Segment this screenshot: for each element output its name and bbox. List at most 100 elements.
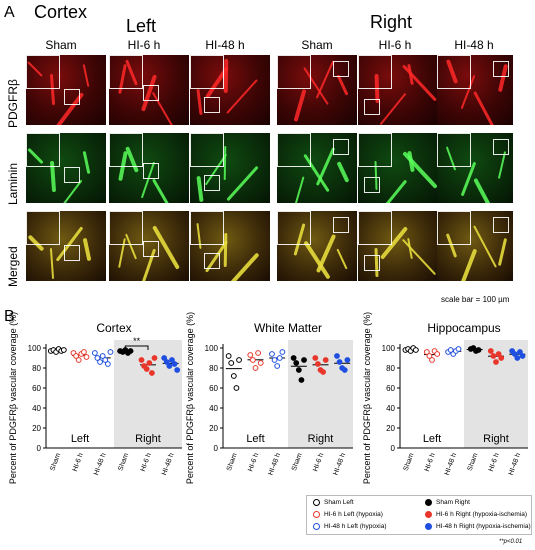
data-point <box>426 353 433 359</box>
data-point <box>511 351 518 357</box>
data-point <box>102 357 109 363</box>
data-point <box>171 361 178 367</box>
data-point <box>429 357 435 363</box>
y-tick-label: 40 <box>209 404 218 413</box>
zoom-inset <box>190 55 224 89</box>
y-tick-label: 20 <box>386 424 395 433</box>
right-side-label: Right <box>308 433 334 445</box>
legend-marker <box>425 499 432 506</box>
vessel-stain <box>401 238 437 276</box>
vessel-stain <box>82 150 91 175</box>
micrograph-pdgfrb-hi48-left <box>190 55 270 125</box>
quantification-charts: Cortex Percent of PDGFRβ vascular coverag… <box>8 312 528 484</box>
col-label-hi6-right: HI-6 h <box>378 38 412 52</box>
vessel-stain <box>379 179 408 203</box>
roi-box <box>333 139 349 155</box>
data-point <box>230 373 237 379</box>
data-point <box>225 353 232 359</box>
data-point <box>255 350 262 356</box>
vessel-stain <box>336 248 348 270</box>
panel-a-region-title: Cortex <box>34 2 88 22</box>
zoom-inset <box>26 133 60 167</box>
x-tick-label: HI-6 h <box>140 452 153 472</box>
roi-box <box>364 177 380 193</box>
data-point <box>151 355 158 361</box>
row-label-laminin: Laminin <box>6 162 20 205</box>
y-tick-label: 60 <box>209 384 218 393</box>
data-point <box>514 355 521 361</box>
vessel-stain <box>223 232 228 268</box>
micrograph-pdgfrb-sham-right <box>277 55 357 125</box>
vessel-stain <box>336 161 350 183</box>
roi-box <box>493 139 509 155</box>
data-point <box>336 359 343 365</box>
left-side-label: Left <box>423 433 441 445</box>
data-point <box>75 357 82 363</box>
data-point <box>295 367 302 373</box>
y-axis-label: Percent of PDGFRβ vascular coverage (%) <box>362 312 372 484</box>
x-tick-label: HI-6 h <box>312 452 325 472</box>
chart-title: Cortex <box>96 321 131 335</box>
vessel-stain <box>223 58 229 94</box>
legend-label: Sham Right <box>436 499 470 506</box>
data-point <box>487 348 494 354</box>
x-tick-label: HI-48 h <box>268 452 282 476</box>
data-point <box>60 347 67 353</box>
micrograph-merged-hi6-right <box>358 211 438 281</box>
legend-box: Sham Left Sham Right HI-6 h Left (hypoxia)… <box>306 495 532 535</box>
left-hemisphere-title: Left <box>126 16 157 36</box>
data-point <box>447 347 454 353</box>
roi-box <box>493 217 509 233</box>
data-point <box>104 361 111 367</box>
data-point <box>149 370 155 376</box>
right-hemisphere-shading <box>114 340 182 448</box>
data-point <box>107 349 114 355</box>
x-tick-label: Sham <box>49 452 62 472</box>
x-tick-label: Sham <box>403 452 416 472</box>
y-tick-label: 0 <box>37 444 42 453</box>
y-tick-label: 0 <box>214 444 219 453</box>
vessel-stain <box>196 88 203 116</box>
legend-label: Sham Left <box>324 499 354 506</box>
data-point <box>519 353 526 359</box>
vessel-stain <box>226 79 258 114</box>
data-point <box>498 355 505 361</box>
micrograph-merged-sham-left <box>26 211 106 281</box>
data-point <box>315 361 321 367</box>
zoom-inset <box>109 55 143 89</box>
data-point <box>298 377 305 383</box>
x-tick-label: Sham <box>291 452 304 472</box>
data-point <box>228 360 235 366</box>
col-label-hi48-left: HI-48 h <box>205 38 245 52</box>
chart-title: Hippocampus <box>427 321 500 335</box>
data-point <box>252 365 259 371</box>
y-axis-label: Percent of PDGFRβ vascular coverage (%) <box>185 312 195 484</box>
data-point <box>83 354 90 360</box>
roi-box <box>204 97 220 113</box>
col-label-sham-right: Sham <box>301 38 333 52</box>
left-side-label: Left <box>71 433 89 445</box>
vessel-stain <box>497 151 507 179</box>
micrograph-merged-hi48-right <box>437 211 513 281</box>
zoom-inset <box>358 133 392 167</box>
chart-title: White Matter <box>254 321 322 335</box>
roi-box <box>64 167 80 183</box>
zoom-inset <box>109 211 143 245</box>
zoom-inset <box>277 211 311 245</box>
roi-box <box>364 99 380 115</box>
y-tick-label: 60 <box>32 384 41 393</box>
legend-item: Sham Left <box>313 499 354 506</box>
scale-bar <box>495 287 523 290</box>
x-tick-label: HI-48 h <box>444 452 458 476</box>
roi-box <box>64 89 80 105</box>
data-point <box>320 369 327 375</box>
data-point <box>81 349 87 355</box>
micrograph-laminin-hi48-right <box>437 133 513 203</box>
zoom-inset <box>26 55 60 89</box>
roi-box <box>493 61 509 77</box>
data-point <box>250 357 256 363</box>
data-point <box>276 355 283 361</box>
data-point <box>334 353 340 359</box>
right-side-label: Right <box>135 433 161 445</box>
legend-item: HI-6 h Right (hypoxia-ischemia) <box>425 511 527 518</box>
